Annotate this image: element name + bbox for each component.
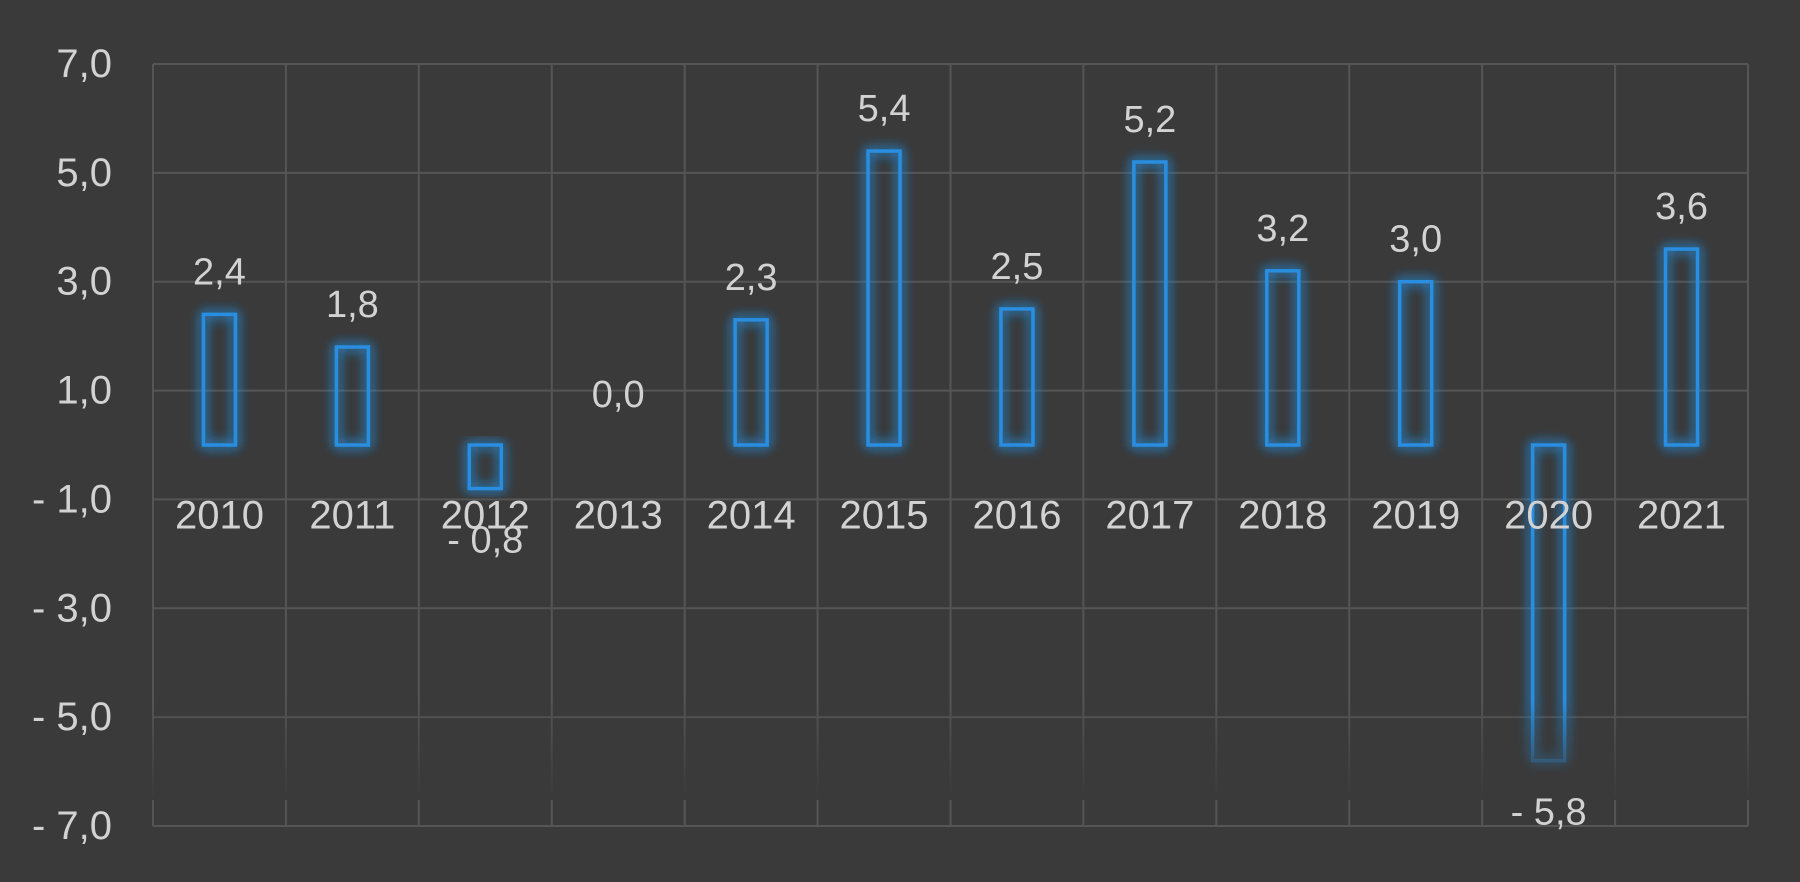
bar-2014 [733, 318, 769, 447]
data-label: 0,0 [592, 374, 645, 416]
data-label: 5,2 [1123, 99, 1176, 141]
x-tick-label: 2017 [1105, 493, 1194, 537]
x-tick-label: 2018 [1238, 493, 1327, 537]
bar-2017 [1132, 160, 1168, 447]
data-label: 1,8 [326, 284, 379, 326]
bar-2016 [999, 307, 1035, 447]
data-label: 3,6 [1655, 186, 1708, 228]
y-tick-label: - 1,0 [32, 477, 112, 521]
y-tick-label: - 3,0 [32, 586, 112, 630]
x-tick-label: 2021 [1637, 493, 1726, 537]
bar-2019 [1397, 279, 1434, 447]
data-label: 2,4 [193, 251, 246, 293]
bottom-fade-overlay [150, 700, 1750, 800]
y-tick-label: - 5,0 [32, 695, 112, 739]
x-tick-label: 2015 [840, 493, 929, 537]
gridlines [152, 63, 1749, 827]
labels: 7,0 5,0 3,0 1,0 - 1,0 - 3,0 - 5,0 - 7,0 2010 2,4 2… [32, 42, 1726, 848]
bar-2010 [201, 312, 238, 447]
bar-2021 [1663, 247, 1700, 447]
x-tick-label: 2020 [1504, 493, 1593, 537]
data-label: 5,4 [858, 88, 911, 130]
x-tick-label: 2012 [441, 493, 530, 537]
bar-2011 [334, 345, 371, 447]
data-label: 2,5 [991, 246, 1044, 288]
data-label: - 5,8 [1511, 792, 1587, 834]
data-label: 3,0 [1389, 219, 1442, 261]
bar-2018 [1265, 269, 1301, 447]
y-tick-label: 7,0 [56, 42, 112, 86]
y-tick-label: 1,0 [56, 369, 112, 413]
bar-2015 [866, 149, 902, 447]
data-label: 2,3 [725, 257, 778, 299]
bar-2012 [467, 443, 504, 491]
x-tick-label: 2013 [574, 493, 663, 537]
x-tick-label: 2010 [175, 493, 264, 537]
x-tick-label: 2014 [707, 493, 796, 537]
data-label: - 0,8 [447, 520, 523, 562]
x-tick-label: 2011 [309, 493, 395, 537]
y-tick-label: 5,0 [56, 151, 112, 195]
y-tick-label: 3,0 [56, 260, 112, 304]
bars [201, 149, 1700, 763]
x-tick-label: 2016 [972, 493, 1061, 537]
y-tick-label: - 7,0 [32, 804, 112, 848]
data-label: 3,2 [1256, 208, 1309, 250]
x-tick-label: 2019 [1371, 493, 1460, 537]
